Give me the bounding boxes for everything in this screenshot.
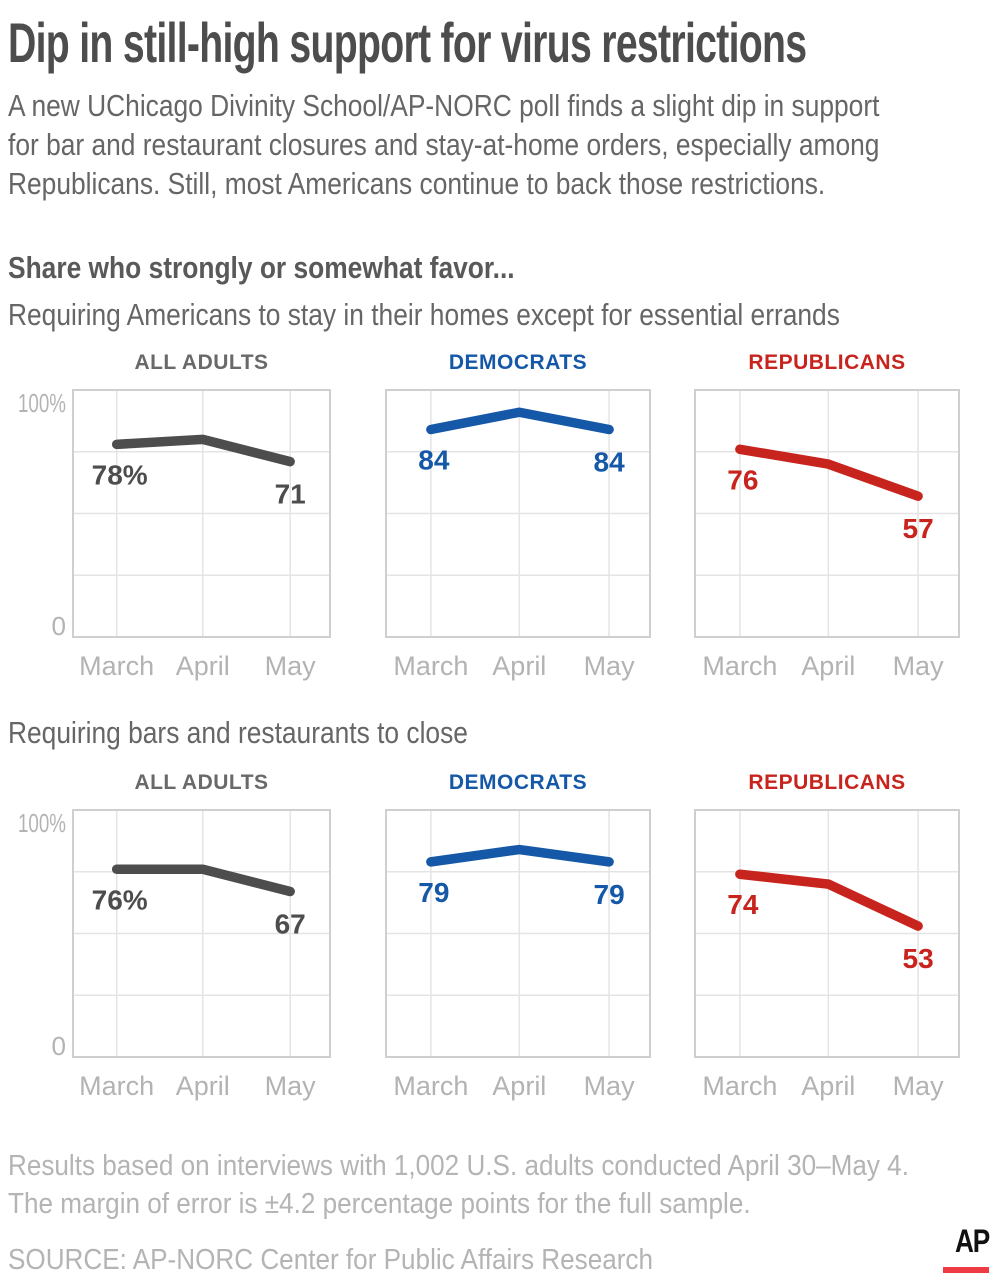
chart-bars-democrats: DEMOCRATS March April May 79 79 <box>360 760 660 1110</box>
xtick-label: May <box>584 1071 636 1101</box>
ytick-top-label: 100% <box>18 808 66 838</box>
xtick-label: April <box>492 651 546 681</box>
plot-border <box>72 389 331 638</box>
chart-svg: March April May 76 57 <box>694 389 960 681</box>
plot-border <box>694 389 960 638</box>
chart-stay-home-all-adults: ALL ADULTS 100% 0 March April May 78% 71 <box>0 340 345 690</box>
xtick-label: March <box>702 1071 777 1101</box>
data-point-label: 74 <box>727 889 759 920</box>
chart-svg: 100% 0 March April May 78% 71 <box>18 388 331 681</box>
section-title-stay-home: Requiring Americans to stay in their hom… <box>8 297 840 332</box>
chart-svg: 100% 0 March April May 76% 67 <box>18 808 331 1101</box>
data-point-label: 76 <box>727 464 758 495</box>
chart-header: ALL ADULTS <box>134 771 269 794</box>
xtick-label: May <box>893 1071 945 1101</box>
plot-border <box>694 809 960 1058</box>
data-line <box>426 844 614 867</box>
chart-header: REPUBLICANS <box>748 771 906 794</box>
xtick-label: April <box>492 1071 546 1101</box>
chart-bars-republicans: REPUBLICANS March April May 74 53 <box>670 760 970 1110</box>
methodology-note-line-2: The margin of error is ±4.2 percentage p… <box>8 1188 751 1220</box>
plot-border <box>72 809 331 1058</box>
chart-svg: March April May 84 84 <box>385 389 651 681</box>
chart-header: DEMOCRATS <box>448 771 588 794</box>
intro-line-2: for bar and restaurant closures and stay… <box>8 127 880 162</box>
intro-line-1: A new UChicago Divinity School/AP-NORC p… <box>8 88 880 123</box>
intro-line-3: Republicans. Still, most Americans conti… <box>8 166 826 201</box>
xtick-label: April <box>801 651 855 681</box>
chart-stay-home-democrats: DEMOCRATS March April May 84 84 <box>360 340 660 690</box>
chart-header: REPUBLICANS <box>748 351 906 374</box>
ytick-top-label: 100% <box>18 388 66 418</box>
favor-label: Share who strongly or somewhat favor... <box>8 250 515 285</box>
chart-header: DEMOCRATS <box>448 351 588 374</box>
data-point-label: 71 <box>275 479 306 510</box>
data-line <box>735 869 923 931</box>
data-point-label: 84 <box>418 445 450 476</box>
ap-logo-red-bar <box>943 1267 989 1273</box>
chart-svg: March April May 74 53 <box>694 809 960 1101</box>
data-point-label: 57 <box>903 513 934 544</box>
data-point-label: 84 <box>594 447 626 478</box>
xtick-label: May <box>265 1071 317 1101</box>
plot-border <box>385 389 651 638</box>
chart-bars-all-adults: ALL ADULTS 100% 0 March April May 76% 67 <box>0 760 345 1110</box>
xtick-label: April <box>176 651 230 681</box>
xtick-label: April <box>801 1071 855 1101</box>
xtick-label: March <box>702 651 777 681</box>
xtick-label: April <box>176 1071 230 1101</box>
chart-svg: March April May 79 79 <box>385 809 651 1101</box>
source-line: SOURCE: AP-NORC Center for Public Affair… <box>8 1244 653 1276</box>
section-title-bars-close: Requiring bars and restaurants to close <box>8 715 468 750</box>
methodology-note-line-1: Results based on interviews with 1,002 U… <box>8 1150 909 1182</box>
xtick-label: March <box>393 651 468 681</box>
intro-paragraph: A new UChicago Divinity School/AP-NORC p… <box>8 86 1000 203</box>
page-title: Dip in still-high support for virus rest… <box>8 11 807 74</box>
xtick-label: March <box>79 651 154 681</box>
data-point-label: 53 <box>903 943 934 974</box>
data-line <box>111 434 295 467</box>
chart-header: ALL ADULTS <box>134 351 269 374</box>
ytick-bottom-label: 0 <box>52 1031 66 1061</box>
plot-border <box>385 809 651 1058</box>
data-line <box>735 444 923 501</box>
xtick-label: March <box>393 1071 468 1101</box>
data-line <box>426 407 614 435</box>
data-point-label: 67 <box>275 909 306 940</box>
data-point-label: 76% <box>92 884 148 915</box>
ap-logo: AP <box>941 1223 990 1273</box>
xtick-label: May <box>584 651 636 681</box>
xtick-label: March <box>79 1071 154 1101</box>
xtick-label: May <box>893 651 945 681</box>
ap-logo-text: AP <box>955 1223 990 1259</box>
ytick-bottom-label: 0 <box>52 611 66 641</box>
data-point-label: 79 <box>418 877 449 908</box>
data-point-label: 79 <box>594 879 625 910</box>
chart-stay-home-republicans: REPUBLICANS March April May 76 57 <box>670 340 970 690</box>
data-point-label: 78% <box>92 459 148 490</box>
xtick-label: May <box>265 651 317 681</box>
data-line <box>111 864 295 897</box>
